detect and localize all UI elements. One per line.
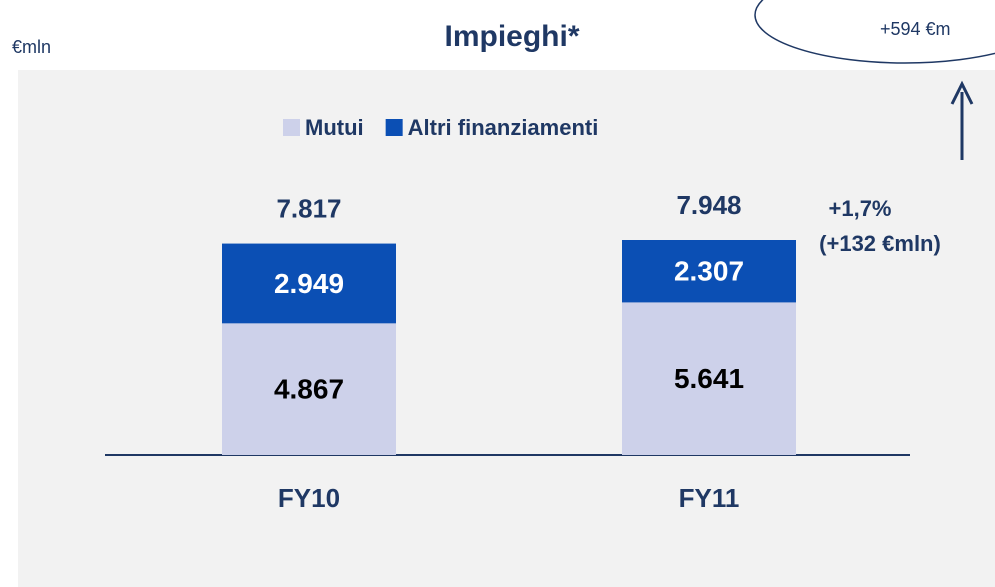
growth-pct: +1,7% xyxy=(829,196,892,221)
legend-swatch xyxy=(283,119,300,136)
unit-label: €mln xyxy=(12,37,51,57)
total-label: 7.948 xyxy=(676,190,741,220)
chart-title: Impieghi* xyxy=(444,20,579,53)
legend-swatch xyxy=(385,119,403,136)
bar-segment xyxy=(622,302,796,455)
x-tick-label: FY11 xyxy=(679,483,740,513)
panel xyxy=(18,70,995,587)
bar-segment xyxy=(622,240,796,303)
bar-segment xyxy=(222,323,396,455)
legend-label: Mutui xyxy=(305,115,364,140)
value-label: 2.307 xyxy=(674,256,744,287)
growth-abs: (+132 €mln) xyxy=(819,231,941,256)
callout-ellipse xyxy=(754,0,995,64)
x-tick-label: FY10 xyxy=(278,483,340,513)
legend-label: Altri finanziamenti xyxy=(408,115,599,140)
bar-segment xyxy=(222,243,396,324)
total-label: 7.817 xyxy=(276,193,341,223)
callout-text: +594 €m xyxy=(880,19,951,39)
arrow-head xyxy=(950,80,974,105)
value-label: 2.949 xyxy=(274,268,344,299)
value-label: 4.867 xyxy=(274,374,344,405)
value-label: 5.641 xyxy=(674,363,744,394)
